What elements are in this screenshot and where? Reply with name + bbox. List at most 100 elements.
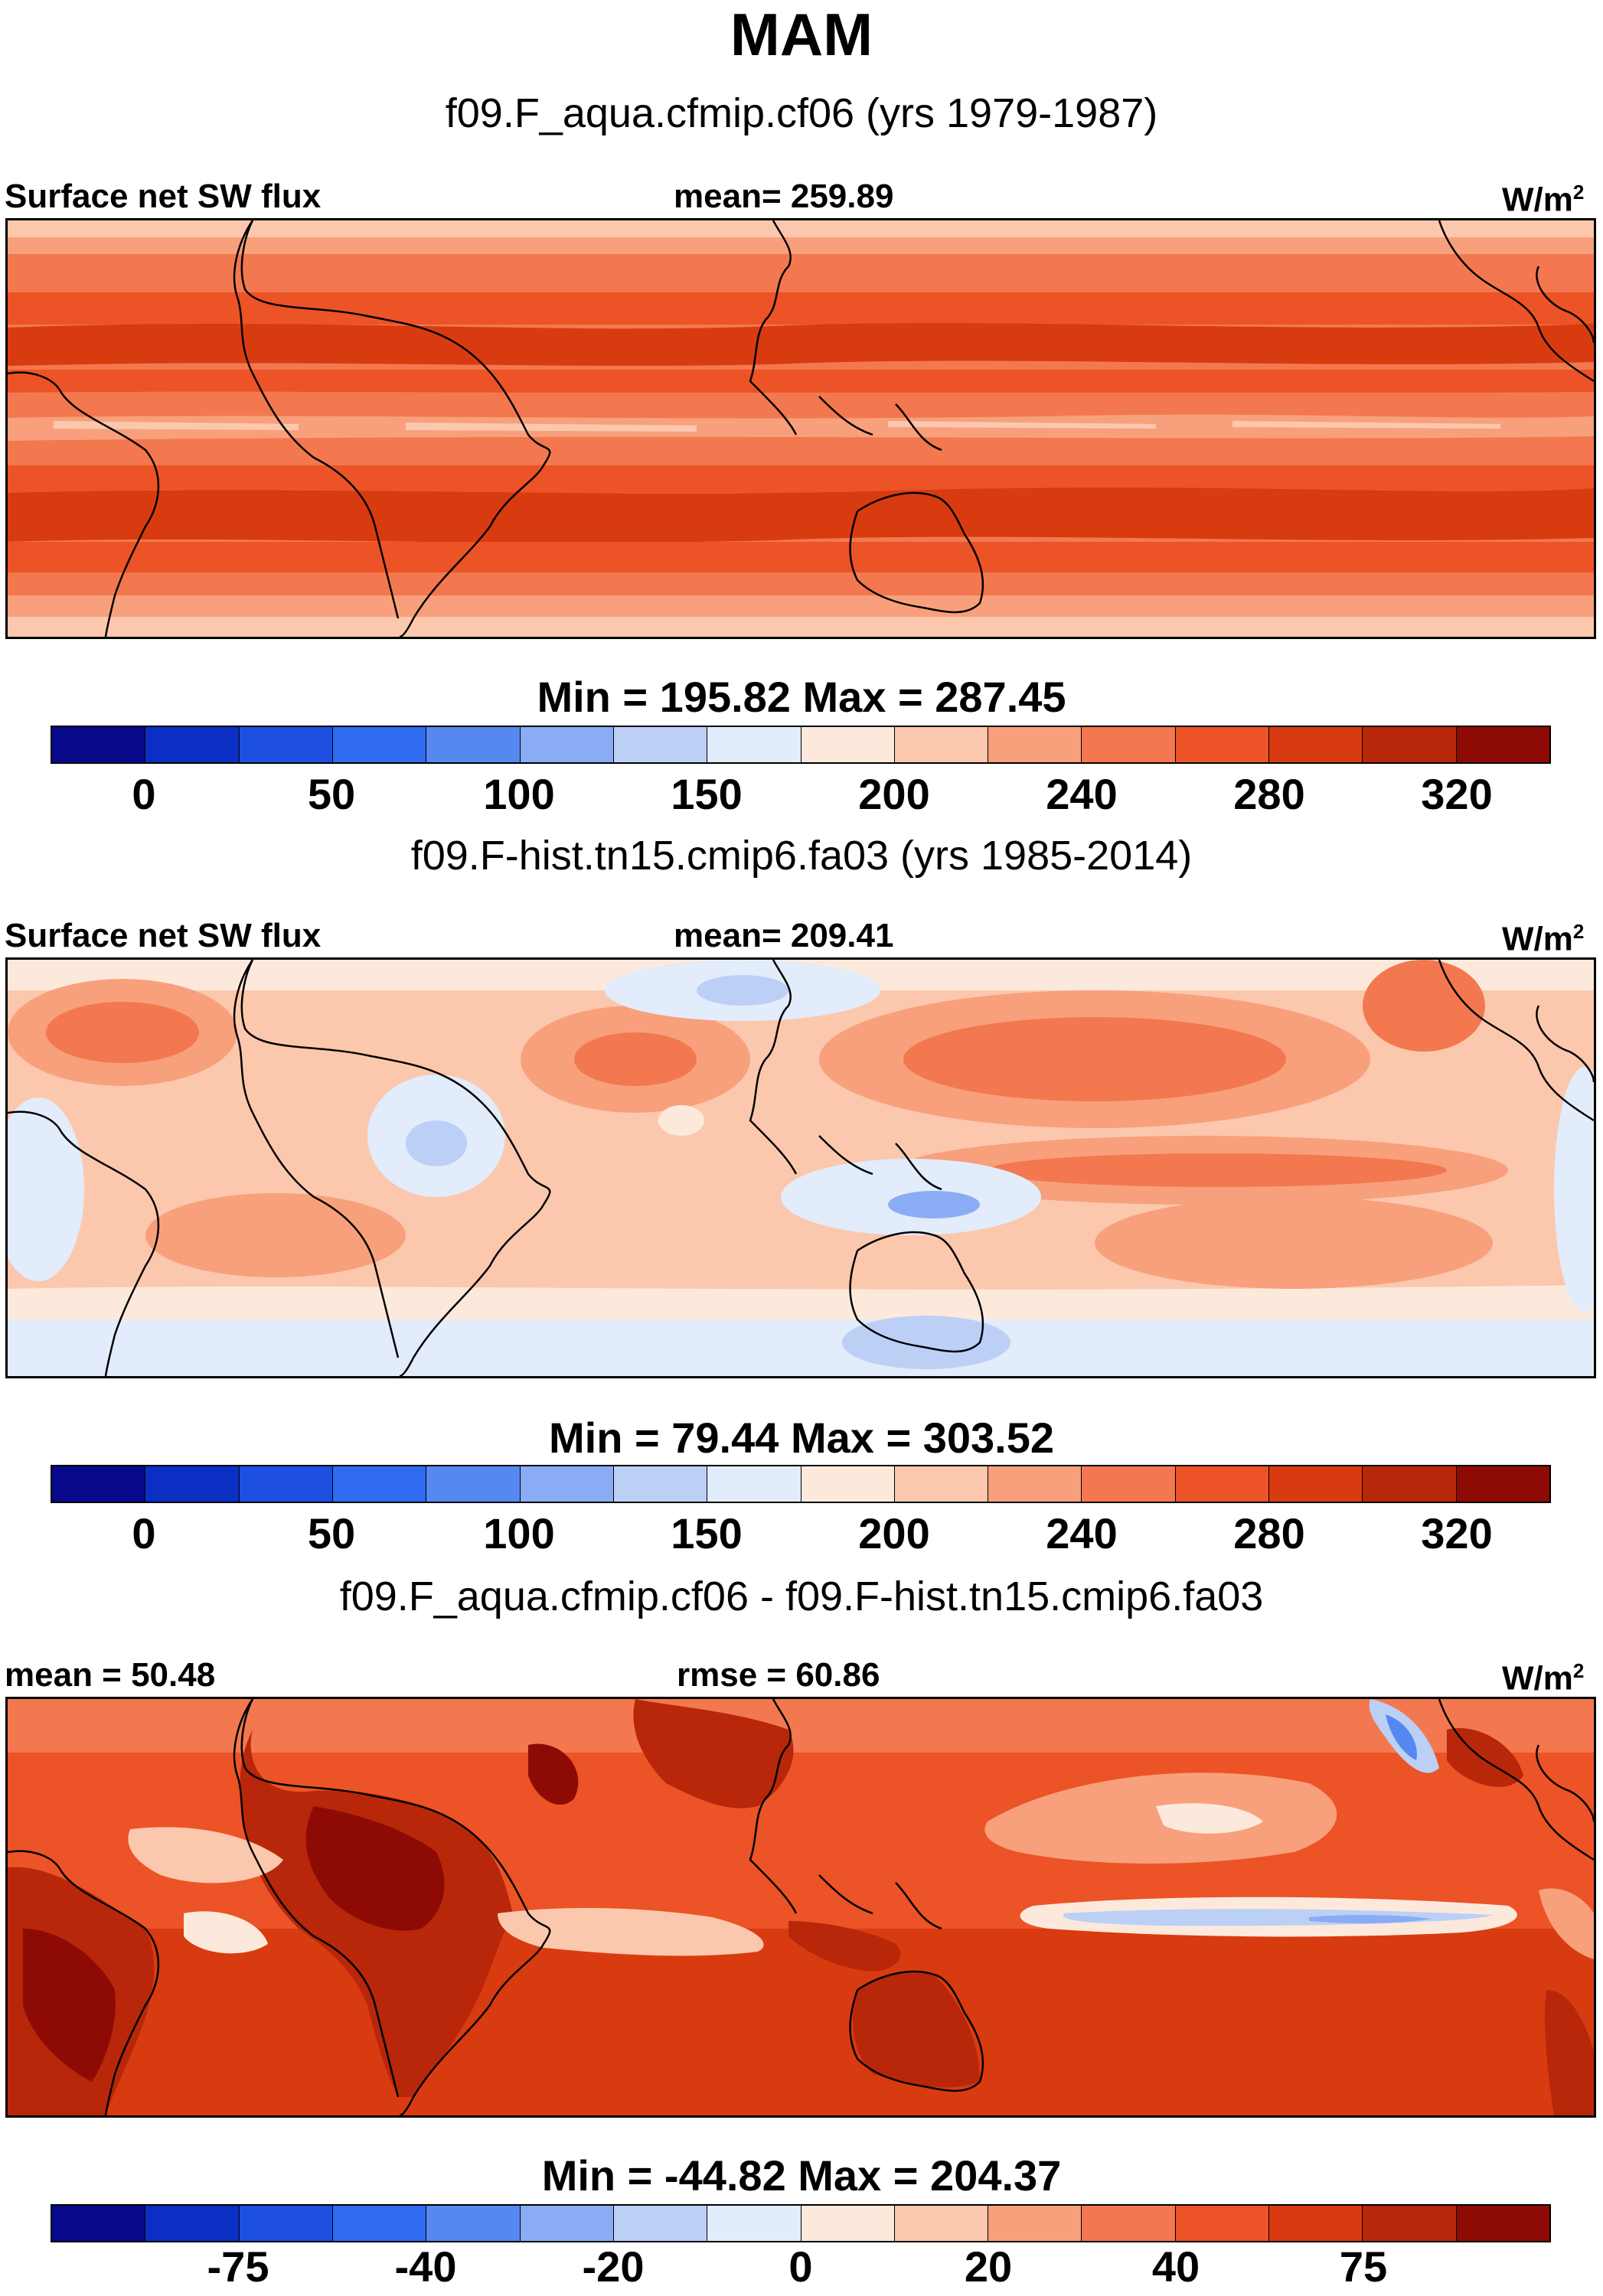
colorbar-tick-label: 75 (1339, 2242, 1388, 2291)
panel-2-variable-label: Surface net SW flux (5, 917, 322, 954)
colorbar-tick-label: 0 (788, 2242, 813, 2291)
colorbar-tick-label: 20 (964, 2242, 1013, 2291)
colorbar-swatch (801, 2206, 895, 2241)
colorbar-tick-label: 240 (1046, 770, 1118, 818)
colorbar-swatch (520, 727, 614, 762)
colorbar-swatch (1363, 727, 1457, 762)
panel-3-colorbar-labels: -75 -40 -20 0 20 40 75 (0, 2242, 1603, 2296)
colorbar-tick-label: 280 (1233, 770, 1305, 818)
panel-3-map-field (8, 1699, 1594, 2115)
colorbar-swatch (1269, 2206, 1363, 2241)
colorbar-swatch (52, 2206, 146, 2241)
colorbar-tick-label: -20 (582, 2242, 645, 2291)
panel-1-variable-label: Surface net SW flux (5, 178, 322, 215)
panel-2-coastlines (8, 960, 1594, 1376)
panel-2-units: W/m2 (1502, 920, 1585, 958)
colorbar-swatch (1175, 727, 1270, 762)
panel-1-colorbar-labels: 0 50 100 150 200 240 280 320 (0, 770, 1603, 823)
panel-2-colorbar-labels: 0 50 100 150 200 240 280 320 (0, 1509, 1603, 1563)
colorbar-swatch (520, 2206, 614, 2241)
colorbar-swatch (332, 1466, 427, 1502)
colorbar-swatch (239, 2206, 333, 2241)
panel-3-min-max: Min = -44.82 Max = 204.37 (541, 2151, 1062, 2200)
panel-1-coastlines (8, 220, 1594, 637)
colorbar-swatch (1363, 1466, 1457, 1502)
colorbar-swatch (613, 2206, 708, 2241)
colorbar-tick-label: 0 (132, 1509, 156, 1557)
panel-2-colorbar (51, 1465, 1551, 1503)
colorbar-tick-label: 50 (307, 1509, 356, 1557)
colorbar-swatch (52, 1466, 146, 1502)
colorbar-swatch (1456, 727, 1549, 762)
colorbar-swatch (613, 1466, 708, 1502)
colorbar-tick-label: 200 (858, 1509, 930, 1557)
colorbar-tick-label: 200 (858, 770, 930, 818)
colorbar-swatch (1269, 1466, 1363, 1502)
colorbar-tick-label: 150 (671, 1509, 743, 1557)
colorbar-tick-label: 40 (1151, 2242, 1200, 2291)
colorbar-swatch (801, 1466, 895, 1502)
colorbar-tick-label: -75 (207, 2242, 269, 2291)
colorbar-swatch (1363, 2206, 1457, 2241)
colorbar-swatch (894, 1466, 989, 1502)
colorbar-tick-label: 0 (132, 770, 156, 818)
colorbar-swatch (52, 727, 146, 762)
panel-1-case-title: f09.F_aqua.cfmip.cf06 (yrs 1979-1987) (445, 90, 1158, 136)
panel-2-map (5, 957, 1596, 1378)
panel-3-map (5, 1697, 1596, 2118)
colorbar-swatch (894, 727, 989, 762)
colorbar-tick-label: 100 (483, 770, 555, 818)
colorbar-tick-label: 100 (483, 1509, 555, 1557)
panel-1-mean-label: mean= 259.89 (674, 178, 894, 215)
panel-3-coastlines (8, 1699, 1594, 2115)
colorbar-swatch (988, 727, 1082, 762)
colorbar-swatch (1175, 2206, 1270, 2241)
panel-2-map-field (8, 960, 1594, 1376)
colorbar-swatch (239, 727, 333, 762)
panel-1-map (5, 218, 1596, 639)
panel-1-min-max: Min = 195.82 Max = 287.45 (537, 673, 1066, 721)
colorbar-swatch (988, 2206, 1082, 2241)
colorbar-tick-label: 150 (671, 770, 743, 818)
colorbar-swatch (1269, 727, 1363, 762)
colorbar-tick-label: 280 (1233, 1509, 1305, 1557)
panel-1-map-field (8, 220, 1594, 637)
colorbar-swatch (707, 2206, 802, 2241)
colorbar-tick-label: 240 (1046, 1509, 1118, 1557)
colorbar-swatch (1082, 1466, 1176, 1502)
colorbar-swatch (426, 727, 521, 762)
colorbar-swatch (707, 727, 802, 762)
colorbar-swatch (332, 2206, 427, 2241)
colorbar-swatch (613, 727, 708, 762)
colorbar-swatch (801, 727, 895, 762)
colorbar-tick-label: -40 (394, 2242, 457, 2291)
colorbar-swatch (1456, 1466, 1549, 1502)
colorbar-swatch (1082, 727, 1176, 762)
panel-1-units: W/m2 (1502, 181, 1585, 219)
panel-2-case-title: f09.F-hist.tn15.cmip6.fa03 (yrs 1985-201… (410, 833, 1193, 879)
colorbar-tick-label: 50 (307, 770, 356, 818)
colorbar-swatch (707, 1466, 802, 1502)
colorbar-swatch (332, 727, 427, 762)
colorbar-swatch (145, 2206, 240, 2241)
plot-title: MAM (730, 1, 873, 68)
colorbar-swatch (520, 1466, 614, 1502)
colorbar-swatch (1175, 1466, 1270, 1502)
colorbar-tick-label: 320 (1421, 1509, 1493, 1557)
colorbar-swatch (1082, 2206, 1176, 2241)
panel-2-mean-label: mean= 209.41 (674, 917, 894, 954)
panel-3-rmse-label: rmse = 60.86 (677, 1656, 880, 1694)
panel-1-colorbar (51, 726, 1551, 764)
panel-3-mean-label: mean = 50.48 (5, 1656, 216, 1694)
panel-3-colorbar (51, 2204, 1551, 2242)
colorbar-swatch (894, 2206, 989, 2241)
colorbar-swatch (426, 2206, 521, 2241)
panel-3-case-title: f09.F_aqua.cfmip.cf06 - f09.F-hist.tn15.… (339, 1574, 1264, 1619)
colorbar-swatch (145, 1466, 240, 1502)
colorbar-swatch (988, 1466, 1082, 1502)
colorbar-swatch (239, 1466, 333, 1502)
colorbar-swatch (1456, 2206, 1549, 2241)
panel-2-min-max: Min = 79.44 Max = 303.52 (549, 1414, 1054, 1462)
colorbar-swatch (145, 727, 240, 762)
colorbar-tick-label: 320 (1421, 770, 1493, 818)
